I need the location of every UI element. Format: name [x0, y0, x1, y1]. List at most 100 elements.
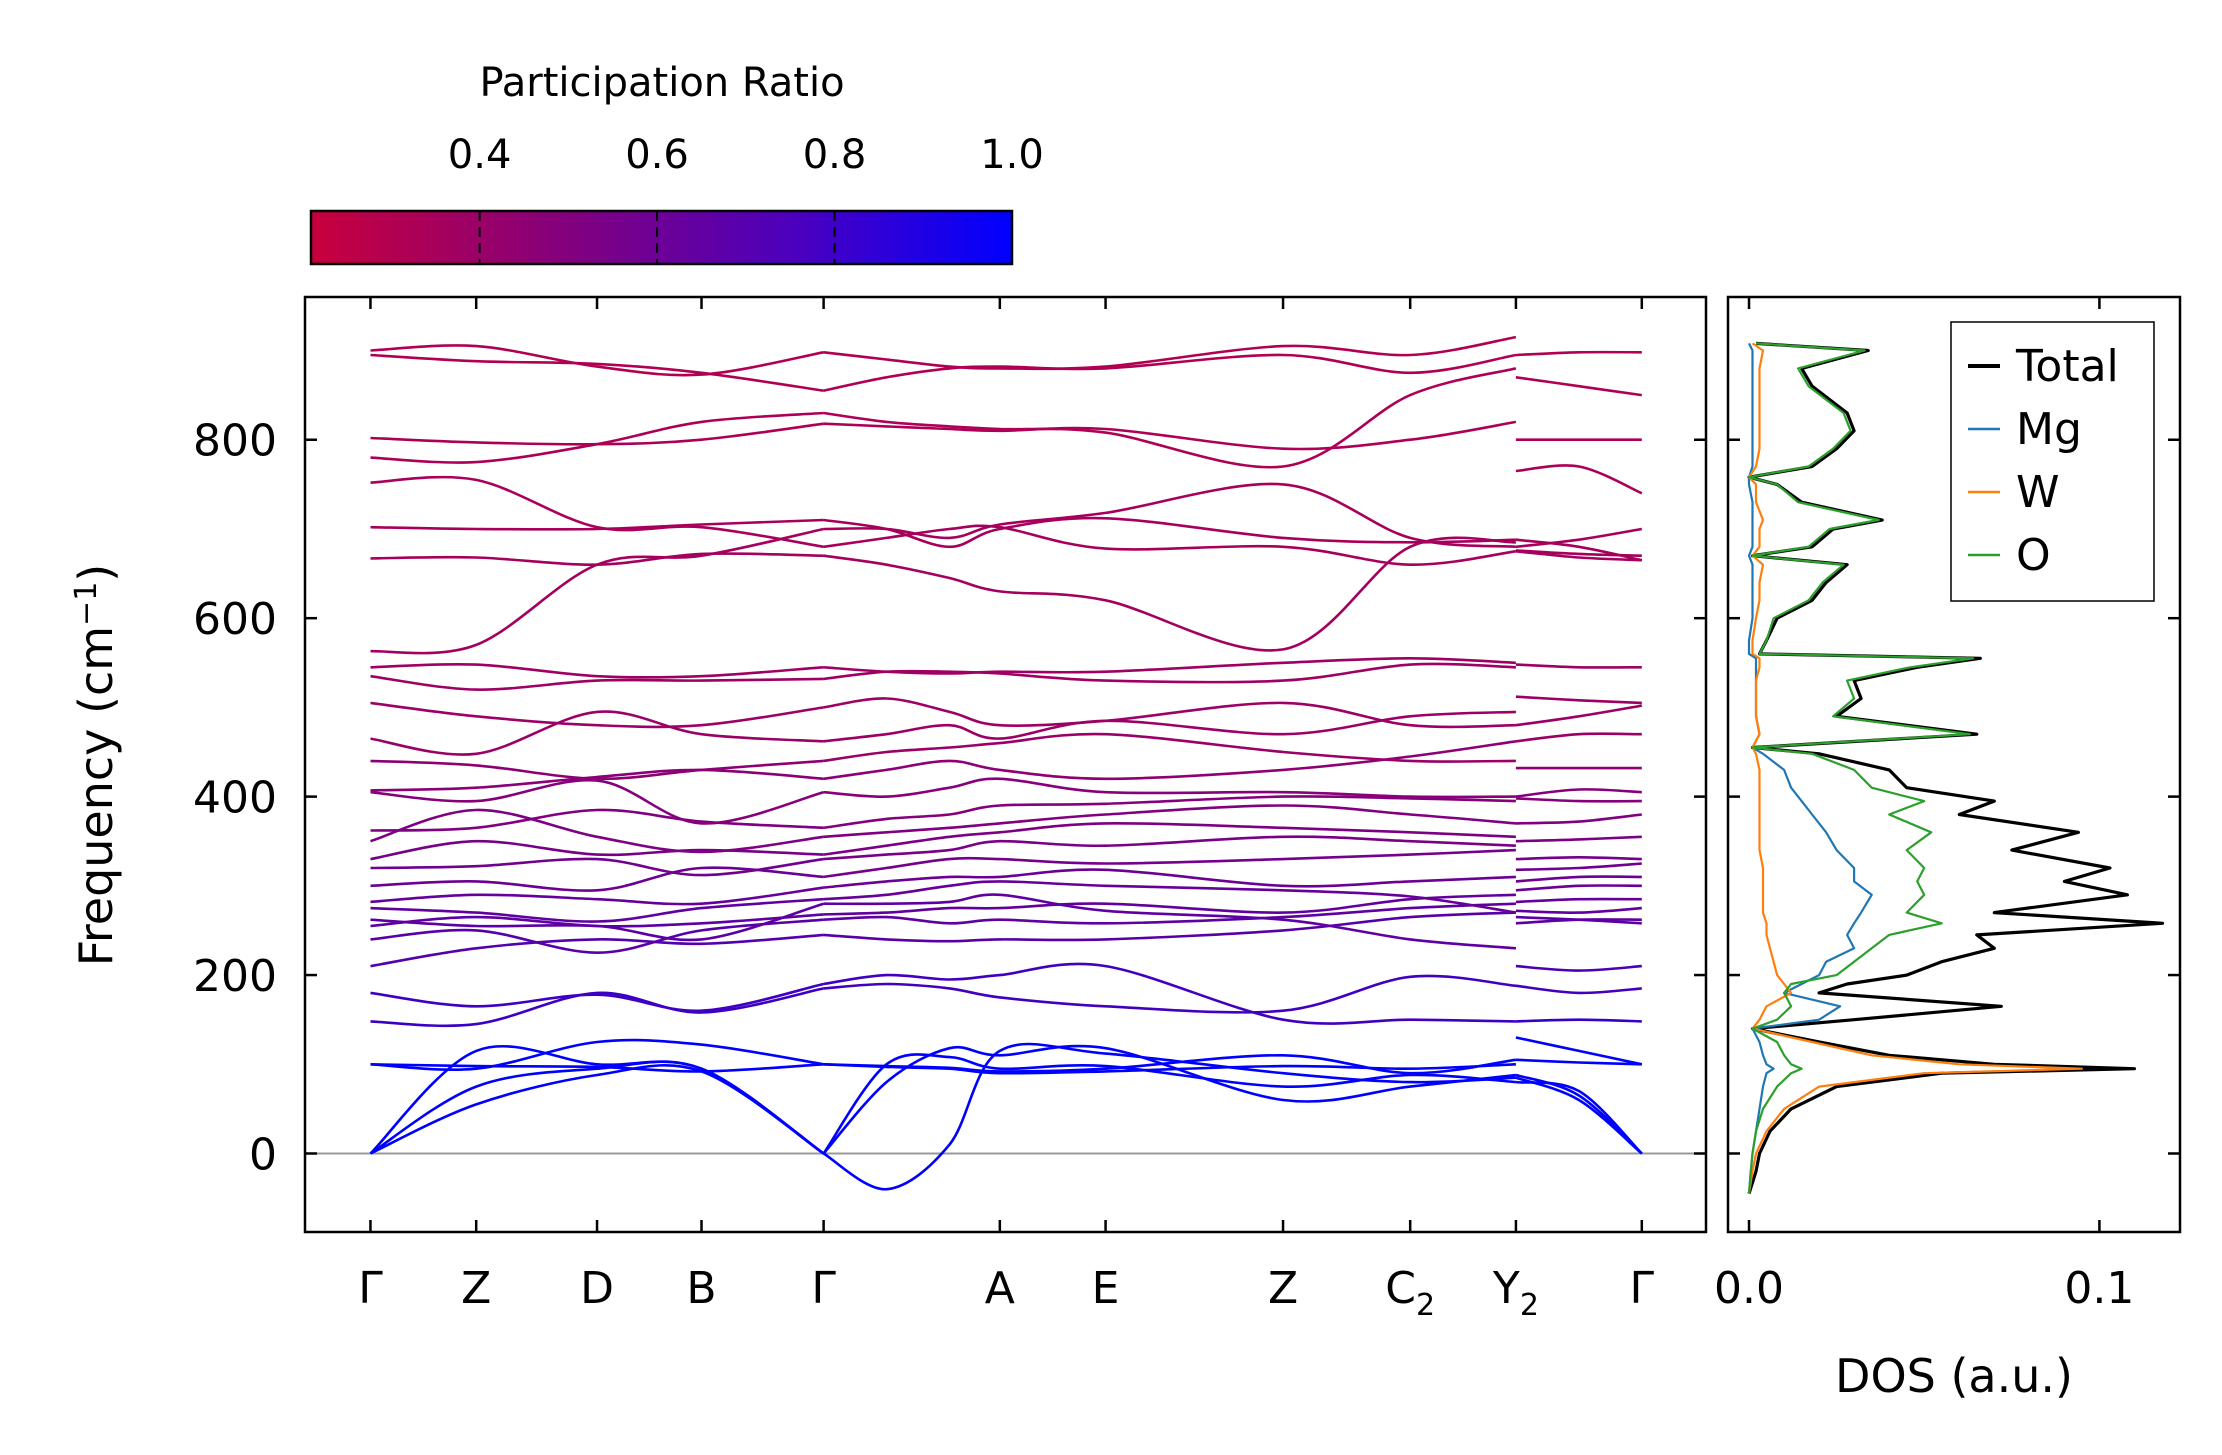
band-lines — [369, 335, 1643, 1191]
band-line — [822, 1042, 1516, 1191]
colorbar-tick-labels: 0.4 0.6 0.8 1.0 — [448, 132, 1044, 178]
band-line — [823, 536, 1516, 652]
k-point-label: E — [1092, 1263, 1120, 1314]
k-point-label: Γ — [1630, 1263, 1655, 1314]
legend-label: O — [2016, 530, 2051, 581]
band-y-ticks: 0 200 400 600 800 — [193, 416, 2180, 1180]
band-line — [823, 697, 1516, 729]
k-point-label: C2 — [1385, 1263, 1435, 1323]
band-line — [823, 868, 1516, 889]
dos-ticks: 0.0 0.1 — [1714, 297, 2134, 1314]
colorbar-tick-label: 0.8 — [803, 132, 867, 178]
band-line — [823, 353, 1517, 392]
band-line — [822, 1053, 1516, 1155]
band-line — [823, 516, 1516, 549]
band-structure-panel: 0 200 400 600 800 Γ Z D B Γ A E Z C2 Y2 Γ Frequency (c… — [69, 295, 2180, 1323]
dos-lines — [1747, 341, 2165, 1195]
y-tick-label: 200 — [193, 951, 277, 1002]
band-line — [370, 422, 824, 446]
y-tick-label: 400 — [193, 773, 277, 824]
band-line — [370, 918, 824, 955]
band-line — [370, 353, 824, 392]
legend-label: Mg — [2016, 404, 2082, 455]
k-point-label: Y2 — [1492, 1263, 1539, 1323]
legend-label: W — [2016, 467, 2060, 518]
band-line — [1515, 906, 1642, 914]
band-line — [823, 848, 1516, 879]
band-line — [370, 982, 824, 1013]
band-line — [823, 367, 1517, 469]
band-line — [1515, 376, 1642, 397]
band-line — [370, 475, 824, 549]
band-line — [823, 656, 1516, 675]
band-line — [823, 804, 1517, 839]
dos-plot-frame — [1726, 295, 2182, 1234]
band-line — [1515, 1073, 1643, 1155]
band-line — [370, 344, 824, 377]
band-line — [370, 857, 824, 877]
band-line — [370, 710, 824, 756]
band-line — [823, 777, 1516, 799]
k-point-label: Z — [1268, 1263, 1298, 1314]
band-line — [370, 527, 824, 655]
colorbar-tick-label: 0.4 — [448, 132, 512, 178]
band-line — [370, 518, 824, 531]
band-line — [823, 821, 1516, 856]
colorbar: Participation Ratio 0.4 0.6 0.8 1.0 — [309, 60, 1044, 266]
band-line — [1515, 835, 1642, 843]
band-line — [1515, 1018, 1642, 1023]
y-axis-title: Frequency (cm−1) — [69, 564, 123, 967]
band-line — [370, 552, 824, 567]
band-line — [823, 662, 1516, 684]
k-point-label: Γ — [358, 1263, 383, 1314]
band-line — [823, 893, 1516, 916]
dos-x-tick-label: 0.0 — [1714, 1263, 1784, 1314]
band-line — [370, 933, 824, 968]
y-tick-label: 0 — [249, 1129, 277, 1180]
band-line — [370, 778, 824, 825]
band-line — [370, 759, 824, 781]
band-plot-frame — [303, 295, 1708, 1234]
k-point-label: Γ — [811, 1263, 836, 1314]
band-line — [370, 411, 824, 464]
band-line — [823, 974, 1517, 1014]
band-line — [823, 1063, 1516, 1075]
dos-legend: Total Mg WO — [1950, 321, 2155, 602]
band-line — [823, 795, 1516, 830]
band-line — [1515, 813, 1642, 825]
dos-x-tick-label: 0.1 — [2064, 1263, 2134, 1314]
band-line — [1515, 897, 1642, 904]
y-tick-label: 800 — [193, 416, 277, 467]
band-line — [1515, 538, 1643, 562]
band-line — [823, 335, 1517, 371]
band-line — [823, 420, 1517, 451]
band-line — [1515, 1076, 1643, 1155]
band-line — [370, 897, 824, 923]
band-line — [1515, 464, 1643, 495]
colorbar-ticks — [478, 211, 836, 264]
k-point-label: D — [580, 1263, 614, 1314]
band-line — [1515, 732, 1642, 743]
dos-line-total — [1747, 341, 2165, 1195]
band-line — [1515, 549, 1642, 557]
band-line — [1515, 984, 1642, 995]
band-line — [369, 1044, 825, 1155]
k-point-label: Z — [461, 1263, 491, 1314]
dos-line-o — [1747, 342, 1975, 1194]
band-line — [823, 835, 1516, 861]
dos-x-axis-title: DOS (a.u.) — [1835, 1349, 2073, 1403]
band-line — [1515, 550, 1642, 562]
band-line — [1515, 663, 1642, 669]
band-line — [823, 893, 1517, 950]
band-line — [1515, 1080, 1643, 1155]
band-line — [370, 902, 824, 942]
band-line — [370, 674, 824, 691]
colorbar-tick-label: 0.6 — [625, 132, 689, 178]
band-line — [370, 701, 824, 729]
band-line — [1515, 855, 1642, 861]
band-line — [370, 886, 824, 906]
band-line — [823, 880, 1517, 914]
band-line — [823, 911, 1516, 943]
band-line — [370, 1063, 824, 1073]
